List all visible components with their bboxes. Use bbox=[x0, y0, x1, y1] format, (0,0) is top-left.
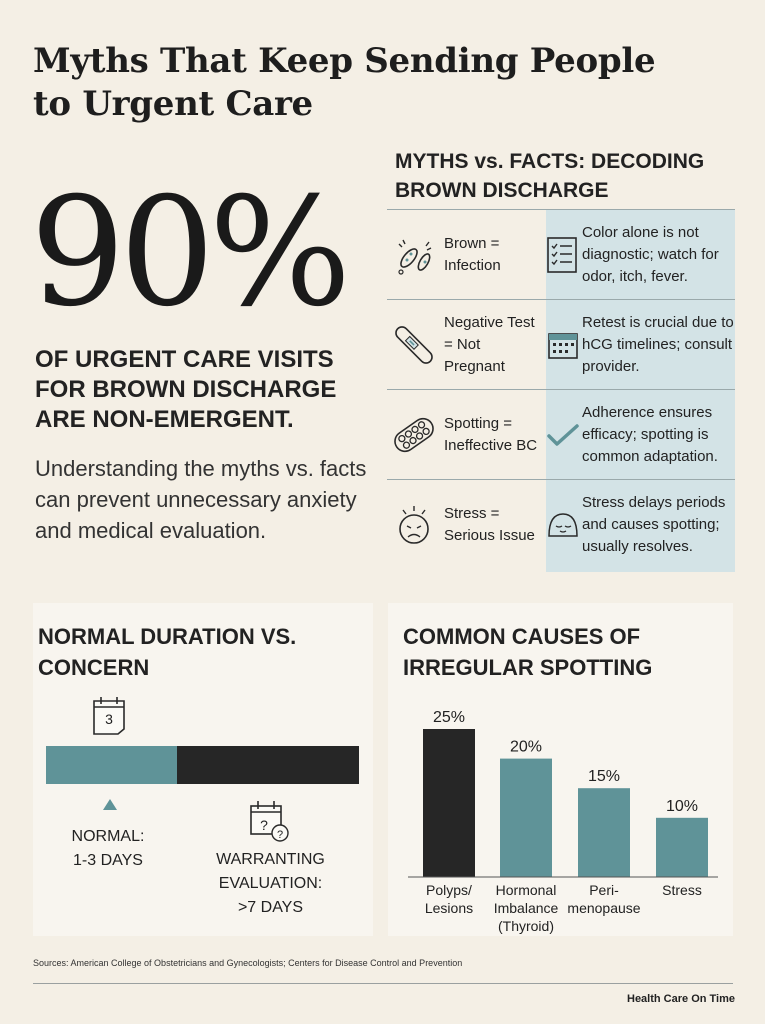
bar bbox=[656, 817, 708, 877]
bar-value-label: 25% bbox=[433, 709, 465, 726]
myth-text: Brown = Infection bbox=[444, 235, 501, 274]
myths-facts-table: Brown = Infection Color alone is not dia… bbox=[387, 209, 735, 569]
bar-value-label: 10% bbox=[666, 798, 698, 815]
duration-panel: NORMAL DURATION VS. CONCERN 3 ? ? NORMAL… bbox=[33, 603, 373, 936]
calendar-icon bbox=[548, 333, 578, 359]
fact-text: Retest is crucial due to hCG timelines; … bbox=[582, 314, 734, 375]
normal-duration-label: NORMAL: 1-3 DAYS bbox=[71, 828, 145, 869]
pregnancy-test-icon bbox=[395, 326, 433, 364]
bar-value-label: 15% bbox=[588, 768, 620, 785]
headline-stat-value: 90% bbox=[30, 166, 351, 340]
myth-fact-row: Spotting = Ineffective BC Adherence ensu… bbox=[387, 389, 735, 479]
footer-divider bbox=[33, 983, 733, 984]
sources-note: Sources: American College of Obstetricia… bbox=[33, 958, 463, 968]
causes-chart-panel: COMMON CAUSES OF IRREGULAR SPOTTING 25% P… bbox=[388, 603, 733, 936]
concern-duration-bar bbox=[177, 746, 359, 784]
bar-category-label: Stress bbox=[662, 882, 702, 898]
duration-panel-title: NORMAL DURATION VS. CONCERN bbox=[38, 624, 297, 680]
myth-fact-row: Negative Test = Not Pregnant Retest is c… bbox=[387, 299, 735, 389]
causes-bar-chart: 25% Polyps/Lesions 20% Hormonal Imbalance (Th… bbox=[408, 709, 718, 934]
concern-duration-label: WARRANTING EVALUATION: >7 DAYS bbox=[216, 851, 325, 916]
normal-marker bbox=[103, 799, 117, 810]
calm-face-icon bbox=[548, 513, 578, 537]
fact-text: Color alone is not diagnostic; watch for… bbox=[582, 224, 719, 285]
myth-fact-row: Stress = Serious Issue Stress delays per… bbox=[387, 479, 735, 569]
bar-category-label: Peri-menopause bbox=[567, 882, 640, 916]
bar bbox=[423, 729, 475, 877]
chart-title: COMMON CAUSES OF IRREGULAR SPOTTING bbox=[403, 624, 653, 680]
bar-category-label: Hormonal Imbalance (Thyroid) bbox=[494, 882, 559, 934]
myth-fact-row: Brown = Infection Color alone is not dia… bbox=[387, 209, 735, 299]
checklist-icon bbox=[547, 237, 577, 273]
calendar-question-icon: ? ? bbox=[250, 801, 289, 842]
myth-text: Spotting = Ineffective BC bbox=[444, 415, 538, 454]
calendar-icon: 3 bbox=[93, 697, 125, 735]
svg-text:?: ? bbox=[260, 817, 268, 833]
bar bbox=[500, 758, 552, 877]
pill-pack-icon bbox=[394, 417, 434, 453]
svg-text:?: ? bbox=[277, 829, 283, 841]
myth-text: Stress = Serious Issue bbox=[444, 505, 535, 544]
headline-stat-caption: OF URGENT CARE VISITS FOR BROWN DISCHARG… bbox=[35, 346, 337, 433]
facts-column-background bbox=[546, 209, 735, 572]
stressed-face-icon bbox=[399, 506, 429, 544]
bar bbox=[578, 788, 630, 877]
calendar-day-number: 3 bbox=[105, 711, 113, 727]
bar-category-label: Polyps/Lesions bbox=[425, 882, 473, 916]
fact-text: Adherence ensures efficacy; spotting is … bbox=[582, 404, 718, 465]
checkmark-icon bbox=[547, 424, 579, 446]
footer-brand: Health Care On Time bbox=[627, 993, 735, 1005]
fact-text: Stress delays periods and causes spottin… bbox=[582, 494, 726, 555]
myth-text: Negative Test = Not Pregnant bbox=[444, 314, 535, 375]
page-title: Myths That Keep Sending People to Urgent… bbox=[33, 41, 656, 124]
headline-stat-description: Understanding the myths vs. facts can pr… bbox=[35, 456, 367, 543]
myths-facts-heading: MYTHS vs. FACTS: DECODING BROWN DISCHARG… bbox=[395, 150, 705, 202]
bar-value-label: 20% bbox=[510, 739, 542, 756]
bacteria-icon bbox=[398, 239, 432, 275]
normal-duration-bar bbox=[46, 746, 177, 784]
